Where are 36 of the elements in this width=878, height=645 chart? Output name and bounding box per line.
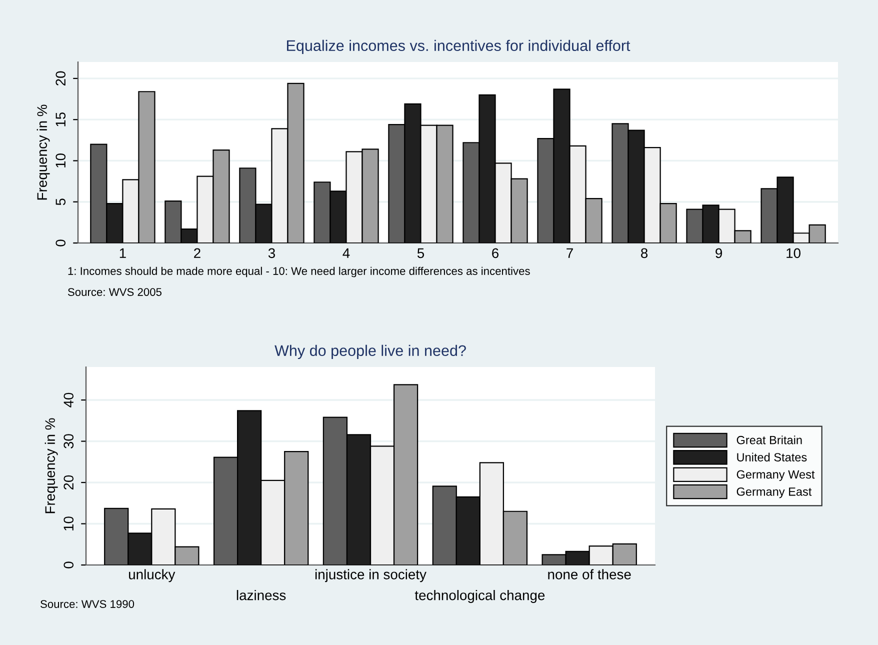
y-tick-label: 0 [56, 240, 66, 246]
x-tick-label: 10 [786, 248, 800, 258]
chart-title: Equalize incomes vs. incentives for individual effort [287, 40, 630, 54]
y-tick-label: 40 [64, 392, 74, 408]
source-note: Source: WVS 1990 [40, 600, 134, 608]
y-tick-label: 10 [56, 154, 66, 168]
x-tick-label: 7 [566, 248, 573, 258]
text: 1: Incomes should be made more equal - 10: We need larger income differences as incentives [68, 266, 530, 278]
y-tick-label: 30 [64, 434, 74, 448]
legend-label: Great Britain [736, 436, 802, 444]
y-tick-label: 5 [56, 198, 66, 206]
y-tick-label: 15 [56, 112, 66, 126]
x-tick-label: laziness [236, 590, 286, 600]
x-tick-label: 1 [120, 248, 126, 258]
x-tick-label: 6 [492, 248, 499, 258]
chart-title: Why do people live in need? [274, 344, 466, 360]
x-tick-label: technological change [414, 590, 545, 603]
y-tick-label: 20 [56, 71, 66, 86]
legend-label: United States [737, 452, 807, 462]
y-tick-label: 0 [64, 562, 74, 568]
x-tick-label: 5 [417, 248, 424, 258]
x-tick-label: 4 [342, 248, 350, 258]
y-axis-title: Frequency in % [44, 418, 58, 514]
x-tick-label: unlucky [129, 569, 176, 582]
x-tick-label: none of these [548, 569, 631, 580]
legend-label: Germany East [736, 487, 812, 498]
x-tick-label: 2 [194, 248, 200, 258]
legend-label: Germany West [736, 470, 815, 481]
x-tick-label: injustice in society [315, 569, 426, 582]
x-tick-label: 9 [716, 248, 722, 258]
x-tick-label: 8 [641, 248, 648, 258]
x-tick-label: 3 [268, 248, 275, 258]
y-tick-label: 10 [64, 516, 74, 530]
y-tick-label: 20 [64, 475, 74, 490]
y-axis-title: Frequency in % [36, 104, 50, 200]
source-note: Source: WVS 2005 [68, 288, 162, 296]
